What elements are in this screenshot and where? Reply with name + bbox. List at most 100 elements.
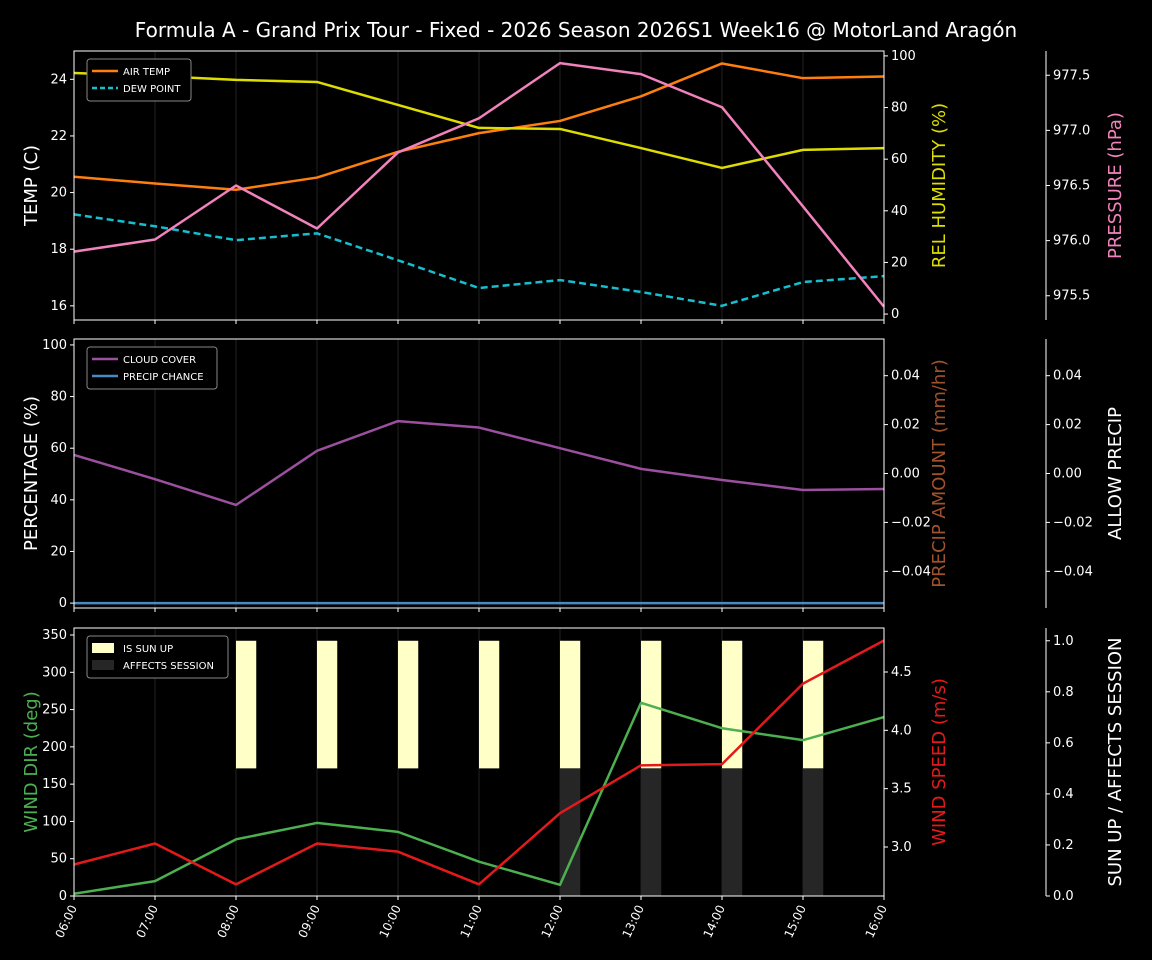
y3-tick-label: −0.04 [1053, 564, 1093, 579]
y2-tick-label: 4.5 [891, 665, 912, 680]
y3-tick-label: 0.04 [1053, 369, 1082, 384]
y3-tick-label: 0.4 [1053, 787, 1074, 802]
y2-tick-label: −0.02 [891, 515, 931, 530]
dew-point-line [73, 213, 885, 308]
y-axis-label: TEMP (C) [21, 145, 42, 227]
y2-series-line [73, 639, 885, 886]
legend-label: IS SUN UP [123, 644, 173, 655]
legend-box [86, 58, 192, 102]
sun-up-bar [236, 640, 257, 769]
x-tick-label: 15:00 [782, 903, 809, 940]
y3-tick-label: 977.5 [1053, 68, 1090, 83]
y3-axis-label: ALLOW PRECIP [1105, 407, 1126, 540]
y-tick-label: 80 [50, 390, 67, 405]
x-tick-label: 09:00 [296, 903, 323, 940]
y-tick-label: 60 [50, 441, 67, 456]
y3-tick-label: 976.5 [1053, 179, 1090, 194]
y-tick-label: 250 [42, 703, 67, 718]
y3-tick-label: 0.8 [1053, 685, 1074, 700]
legend-box [86, 346, 218, 390]
cloud-cover-line [73, 419, 885, 507]
y3-tick-label: 0.0 [1053, 889, 1074, 904]
y3-tick-label: 976.0 [1053, 234, 1090, 249]
y-tick-label: 200 [42, 740, 67, 755]
y-tick-label: 16 [50, 299, 67, 314]
affects-session-bar [641, 768, 662, 896]
y2-tick-label: 60 [891, 152, 908, 167]
y-axis-label: PERCENTAGE (%) [21, 396, 42, 551]
y2-axis-label: WIND SPEED (m/s) [929, 678, 950, 846]
y-tick-label: 24 [50, 72, 67, 87]
sun-up-bar [560, 640, 581, 769]
y-tick-label: 150 [42, 777, 67, 792]
x-tick-label: 13:00 [620, 903, 647, 940]
x-tick-label: 06:00 [53, 903, 80, 940]
sun-up-bar [479, 640, 500, 769]
sun-up-bar [398, 640, 419, 769]
legend-label: AFFECTS SESSION [123, 661, 214, 672]
y2-axis-label: REL HUMIDITY (%) [929, 103, 950, 268]
legend-label: DEW POINT [123, 84, 181, 95]
y3-tick-label: 975.5 [1053, 289, 1090, 304]
air-temp-line [73, 62, 885, 191]
panel-1: 16 18 20 22 24 0 20 40 60 80 100 975.5 976.0 976.5 977… [21, 49, 1126, 324]
panel-3: 06:00 07:00 08:00 09:00 10:00 11:00 12:00 13:00… [21, 627, 1126, 940]
x-tick-label: 16:00 [863, 903, 890, 940]
legend-label: AIR TEMP [123, 67, 170, 78]
y2-tick-label: 100 [891, 49, 916, 64]
legend-label: PRECIP CHANCE [123, 372, 204, 383]
y-tick-label: 50 [50, 852, 67, 867]
affects-session-bar [803, 768, 824, 896]
y2-tick-label: 0.02 [891, 418, 920, 433]
y2-tick-label: 0.04 [891, 369, 920, 384]
y2-tick-label: 0 [891, 307, 899, 322]
sun-up-bar [803, 640, 824, 769]
legend: IS SUN UP AFFECTS SESSION [86, 635, 229, 679]
y2-tick-label: 20 [891, 255, 908, 270]
y3-series-line [73, 61, 885, 308]
y3-axis-label: PRESSURE (hPa) [1105, 112, 1126, 259]
y3-tick-label: 0.6 [1053, 736, 1074, 751]
y2-tick-label: 40 [891, 204, 908, 219]
y2-tick-label: 3.5 [891, 782, 912, 797]
y2-axis-label: PRECIP AMOUNT (mm/hr) [929, 359, 950, 588]
y2-series-line [73, 71, 885, 170]
y3-tick-label: 1.0 [1053, 634, 1074, 649]
y-axis-label: WIND DIR (deg) [21, 691, 42, 833]
y-tick-label: 300 [42, 665, 67, 680]
legend: AIR TEMP DEW POINT [86, 58, 192, 102]
affects-session-bar [560, 768, 581, 896]
x-tick-label: 08:00 [215, 903, 242, 940]
legend: CLOUD COVER PRECIP CHANCE [86, 346, 218, 390]
y-tick-label: 20 [50, 186, 67, 201]
y-tick-label: 100 [42, 814, 67, 829]
affects-session-bar [722, 768, 743, 896]
sun-up-bar [722, 640, 743, 769]
y-tick-label: 22 [50, 129, 67, 144]
y3-tick-label: 977.0 [1053, 123, 1090, 138]
y2-tick-label: 3.0 [891, 840, 912, 855]
chart-title: Formula A - Grand Prix Tour - Fixed - 20… [135, 18, 1017, 42]
y-tick-label: 18 [50, 242, 67, 257]
y3-tick-label: −0.02 [1053, 515, 1093, 530]
y2-tick-label: 0.00 [891, 467, 920, 482]
y3-tick-label: 0.02 [1053, 418, 1082, 433]
y2-tick-label: 80 [891, 101, 908, 116]
y-tick-label: 20 [50, 544, 67, 559]
y-series-line [73, 701, 885, 895]
legend-label: CLOUD COVER [123, 355, 196, 366]
sun-up-bar [641, 640, 662, 769]
x-tick-label: 07:00 [134, 903, 161, 940]
legend-box [86, 635, 229, 679]
x-tick-label: 10:00 [377, 903, 404, 940]
y-tick-label: 350 [42, 628, 67, 643]
legend-swatch [92, 643, 114, 653]
y3-tick-label: 0.00 [1053, 467, 1082, 482]
y-tick-label: 40 [50, 493, 67, 508]
y-tick-label: 0 [59, 889, 67, 904]
y3-axis-label: SUN UP / AFFECTS SESSION [1105, 637, 1126, 886]
panel-2: 0 20 40 60 80 100 −0.04 −0.02 0.00 0.02 0.04 −0.04 −… [21, 338, 1126, 612]
x-tick-label: 12:00 [539, 903, 566, 940]
y-tick-label: 0 [59, 596, 67, 611]
